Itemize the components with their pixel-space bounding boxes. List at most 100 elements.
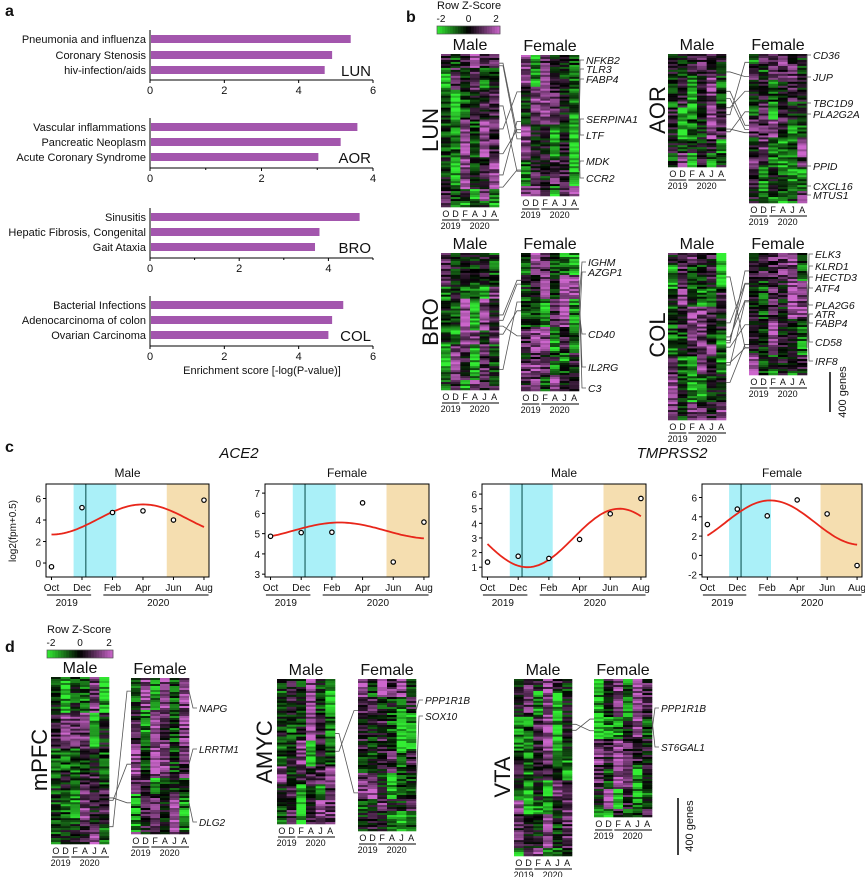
heatmap-cell — [559, 76, 570, 80]
month-label: J — [790, 377, 795, 387]
heatmap-cell — [677, 296, 688, 300]
heatmap-cell — [677, 143, 688, 146]
heatmap-cell — [160, 718, 170, 721]
heatmap-cell — [677, 125, 688, 128]
heatmap-cell — [521, 140, 531, 143]
heatmap-cell — [749, 137, 759, 140]
heatmap-cell — [150, 784, 161, 787]
heatmap-cell — [441, 388, 451, 391]
heatmap-cell — [749, 287, 759, 290]
colorbar-tick-label: 2 — [106, 638, 112, 649]
heatmap-cell — [768, 305, 779, 308]
heatmap-cell — [530, 66, 541, 70]
heatmap-cell — [450, 328, 461, 331]
heatmap-cell — [131, 724, 141, 727]
heatmap-cell — [131, 778, 141, 781]
heatmap-cell — [550, 353, 560, 356]
heatmap-cell — [716, 384, 727, 387]
heatmap-cell — [489, 364, 500, 367]
heatmap-cell — [687, 270, 698, 274]
heatmap-cell — [99, 708, 110, 712]
heatmap-cell — [99, 738, 110, 741]
heatmap-cell — [450, 340, 461, 343]
x-tick-label: 0 — [147, 263, 153, 275]
heatmap-cell — [51, 762, 61, 765]
heatmap-cell — [521, 80, 531, 84]
heatmap-cell — [569, 92, 580, 96]
heatmap-cell — [179, 804, 190, 807]
heatmap-cell — [677, 151, 688, 154]
heatmap-cell — [99, 778, 110, 781]
heatmap-cell — [749, 149, 759, 152]
heatmap-cell — [716, 91, 727, 94]
year-label: 2019 — [51, 858, 71, 868]
heatmap-cell — [706, 260, 717, 264]
heatmap-cell — [179, 698, 190, 701]
heatmap-cell — [749, 299, 759, 302]
heatmap-cell — [787, 109, 798, 112]
heatmap-cell — [60, 774, 71, 777]
heatmap-cell — [479, 157, 490, 160]
heatmap-cell — [479, 302, 490, 305]
heatmap-cell — [716, 131, 727, 134]
heatmap-cell — [521, 160, 531, 163]
heatmap-cell — [450, 346, 461, 349]
heatmap-cell — [668, 280, 678, 284]
gene-label-leader — [806, 283, 813, 362]
heatmap-cell — [315, 708, 326, 712]
heatmap-cell — [470, 326, 480, 329]
heatmap-cell — [131, 738, 141, 741]
heatmap-cell — [315, 679, 326, 682]
panel-label-a: a — [5, 3, 14, 20]
heatmap-cell — [530, 134, 541, 137]
heatmap-cell — [697, 69, 707, 73]
heatmap-cell — [441, 256, 451, 260]
heatmap-cell — [530, 56, 541, 60]
heatmap-cell — [140, 710, 151, 713]
heatmap-cell — [697, 79, 707, 83]
heatmap-cell — [768, 321, 779, 324]
heatmap-cell — [787, 349, 798, 352]
heatmap-cell — [559, 78, 570, 82]
heatmap-cell — [479, 149, 490, 152]
heatmap-cell — [441, 75, 451, 79]
heatmap-cell — [540, 331, 551, 334]
heatmap-cell — [668, 400, 678, 403]
heatmap-cell — [569, 253, 580, 256]
heatmap-cell — [749, 155, 759, 158]
heatmap-cell — [441, 175, 451, 178]
heatmap-cell — [441, 139, 451, 142]
heatmap-cell — [89, 842, 100, 845]
month-label: A — [552, 198, 558, 208]
heatmap-cell — [521, 142, 531, 145]
heatmap-cell — [450, 376, 461, 379]
heatmap-cell — [569, 355, 580, 358]
x-tick-label: 0 — [147, 351, 153, 363]
heatmap-cell — [479, 370, 490, 373]
gene-connector — [499, 169, 521, 188]
heatmap-cell — [716, 264, 727, 268]
heatmap-cell — [470, 300, 480, 303]
heatmap-cell — [749, 87, 759, 91]
heatmap-cell — [687, 318, 698, 321]
heatmap-cell — [150, 764, 161, 767]
heatmap-cell — [277, 742, 287, 745]
heatmap-cell — [758, 147, 769, 150]
heatmap-cell — [286, 722, 297, 725]
heatmap-cell — [140, 684, 151, 687]
heatmap-cell — [768, 75, 779, 79]
heatmap-cell — [470, 340, 480, 343]
heatmap-cell — [150, 700, 161, 703]
heatmap-cell — [716, 398, 727, 401]
heatmap-cell — [530, 345, 541, 348]
gene-label-leader — [578, 261, 586, 303]
heatmap-cell — [677, 318, 688, 321]
heatmap-cell — [749, 255, 759, 258]
heatmap-cell — [160, 724, 170, 727]
bar — [151, 66, 325, 74]
heatmap-cell — [315, 692, 326, 696]
heatmap-cell — [99, 802, 110, 805]
heatmap-cell — [559, 172, 570, 175]
heatmap-cell — [758, 295, 769, 298]
heatmap-cell — [749, 303, 759, 306]
